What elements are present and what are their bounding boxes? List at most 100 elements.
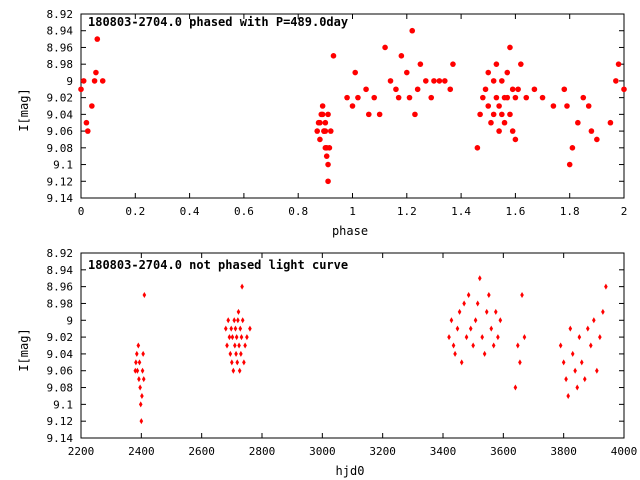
unphased-data-point (239, 334, 244, 341)
phased-data-point (447, 86, 454, 93)
unphased-data-point (240, 283, 244, 290)
phased-y-tick-label: 8.94 (47, 25, 74, 38)
phased-x-tick-label: 2 (621, 205, 628, 218)
unphased-y-tick-label: 9.06 (47, 365, 74, 378)
unphased-data-point (225, 342, 229, 349)
phased-data-point (412, 111, 418, 118)
unphased-data-point (518, 359, 522, 366)
unphased-y-tick-label: 9.04 (47, 348, 74, 361)
unphased-data-point (233, 342, 237, 349)
phased-y-tick-label: 9 (66, 75, 73, 88)
unphased-data-point (229, 325, 234, 332)
phased-data-point (477, 111, 483, 118)
unphased-data-point (471, 342, 475, 349)
phased-data-point (352, 69, 359, 76)
phased-data-point (436, 78, 443, 84)
phased-x-tick-label: 1.2 (397, 205, 417, 218)
phased-data-point (423, 78, 429, 84)
unphased-data-point (142, 292, 147, 299)
unphased-y-tick-label: 9.1 (53, 398, 73, 411)
phased-data-point (607, 119, 614, 126)
phased-data-point (499, 111, 505, 118)
phased-x-axis-label: phase (332, 224, 368, 238)
phased-data-point (91, 78, 98, 84)
unphased-data-point (589, 342, 593, 349)
unphased-data-point (236, 308, 241, 315)
phased-data-point (480, 94, 486, 101)
phased-data-point (442, 78, 448, 84)
phased-data-point (414, 86, 421, 93)
phased-data-point (482, 86, 489, 93)
unphased-data-point (496, 334, 500, 341)
phased-data-point (322, 119, 329, 126)
unphased-data-point (592, 317, 596, 324)
unphased-data-point (484, 308, 489, 315)
unphased-data-point (136, 342, 141, 349)
phased-y-tick-label: 9.06 (47, 125, 74, 138)
unphased-data-point (138, 401, 143, 408)
phased-data-point (398, 53, 405, 59)
unphased-data-point (236, 317, 240, 324)
phased-data-point (431, 78, 437, 84)
phased-data-point (349, 103, 356, 109)
unphased-data-point (140, 367, 145, 374)
phased-data-point (621, 86, 627, 93)
unphased-data-point (575, 384, 580, 391)
phased-x-tick-label: 1 (349, 205, 356, 218)
phased-data-point (83, 119, 90, 126)
unphased-data-point (237, 342, 241, 349)
phased-data-point (99, 78, 106, 84)
unphased-data-point (573, 367, 577, 374)
phased-data-point (363, 86, 369, 93)
unphased-data-point (230, 359, 234, 366)
unphased-data-point (453, 350, 457, 357)
phased-data-point (428, 94, 435, 101)
unphased-x-tick-label: 2800 (249, 445, 276, 458)
unphased-data-point (245, 334, 249, 341)
unphased-data-point (226, 317, 231, 324)
unphased-data-point (586, 325, 590, 332)
unphased-x-tick-label: 4000 (611, 445, 638, 458)
phased-data-point (474, 145, 481, 151)
unphased-y-axis-label: I[mag] (17, 328, 31, 371)
phased-data-point (580, 94, 587, 101)
unphased-data-point (459, 359, 464, 366)
phased-data-point (585, 103, 592, 109)
unphased-data-point (238, 325, 243, 332)
phased-data-point (588, 128, 595, 134)
phased-data-point (499, 78, 505, 84)
unphased-data-point (601, 308, 605, 315)
unphased-axis-ticks: 2200 2400 2600 2800 3000 3200 3400 3600 3800 4000… (47, 247, 638, 458)
phased-data-point (404, 69, 410, 76)
unphased-data-point (579, 359, 584, 366)
phased-y-tick-label: 9.08 (47, 142, 74, 155)
phased-data-point (496, 103, 502, 109)
phased-y-tick-label: 9.12 (47, 175, 74, 188)
unphased-data-point (141, 376, 146, 383)
unphased-data-point (234, 350, 238, 357)
phased-data-point (417, 61, 424, 67)
phased-data-point (531, 86, 538, 93)
phased-data-point (613, 78, 619, 84)
unphased-data-point (466, 292, 471, 299)
phased-data-point (490, 111, 497, 118)
phased-data-point (94, 36, 101, 42)
unphased-data-point (482, 350, 487, 357)
phased-data-point (488, 119, 494, 126)
unphased-data-point (239, 350, 243, 357)
phased-data-point (509, 86, 516, 93)
phased-y-tick-label: 9.02 (47, 92, 74, 105)
phased-y-axis-label: I[mag] (17, 88, 31, 131)
unphased-y-tick-label: 8.92 (47, 247, 74, 260)
unphased-data-point (516, 342, 520, 349)
phased-x-tick-label: 1.4 (451, 205, 471, 218)
phased-x-tick-label: 1.6 (505, 205, 525, 218)
unphased-data-point (139, 418, 144, 425)
unphased-data-point (595, 367, 599, 374)
phased-data-point (501, 119, 508, 126)
phased-data-point (323, 145, 330, 151)
phased-data-point (450, 61, 456, 67)
phased-data-point (355, 94, 361, 101)
unphased-y-tick-label: 8.98 (47, 297, 74, 310)
